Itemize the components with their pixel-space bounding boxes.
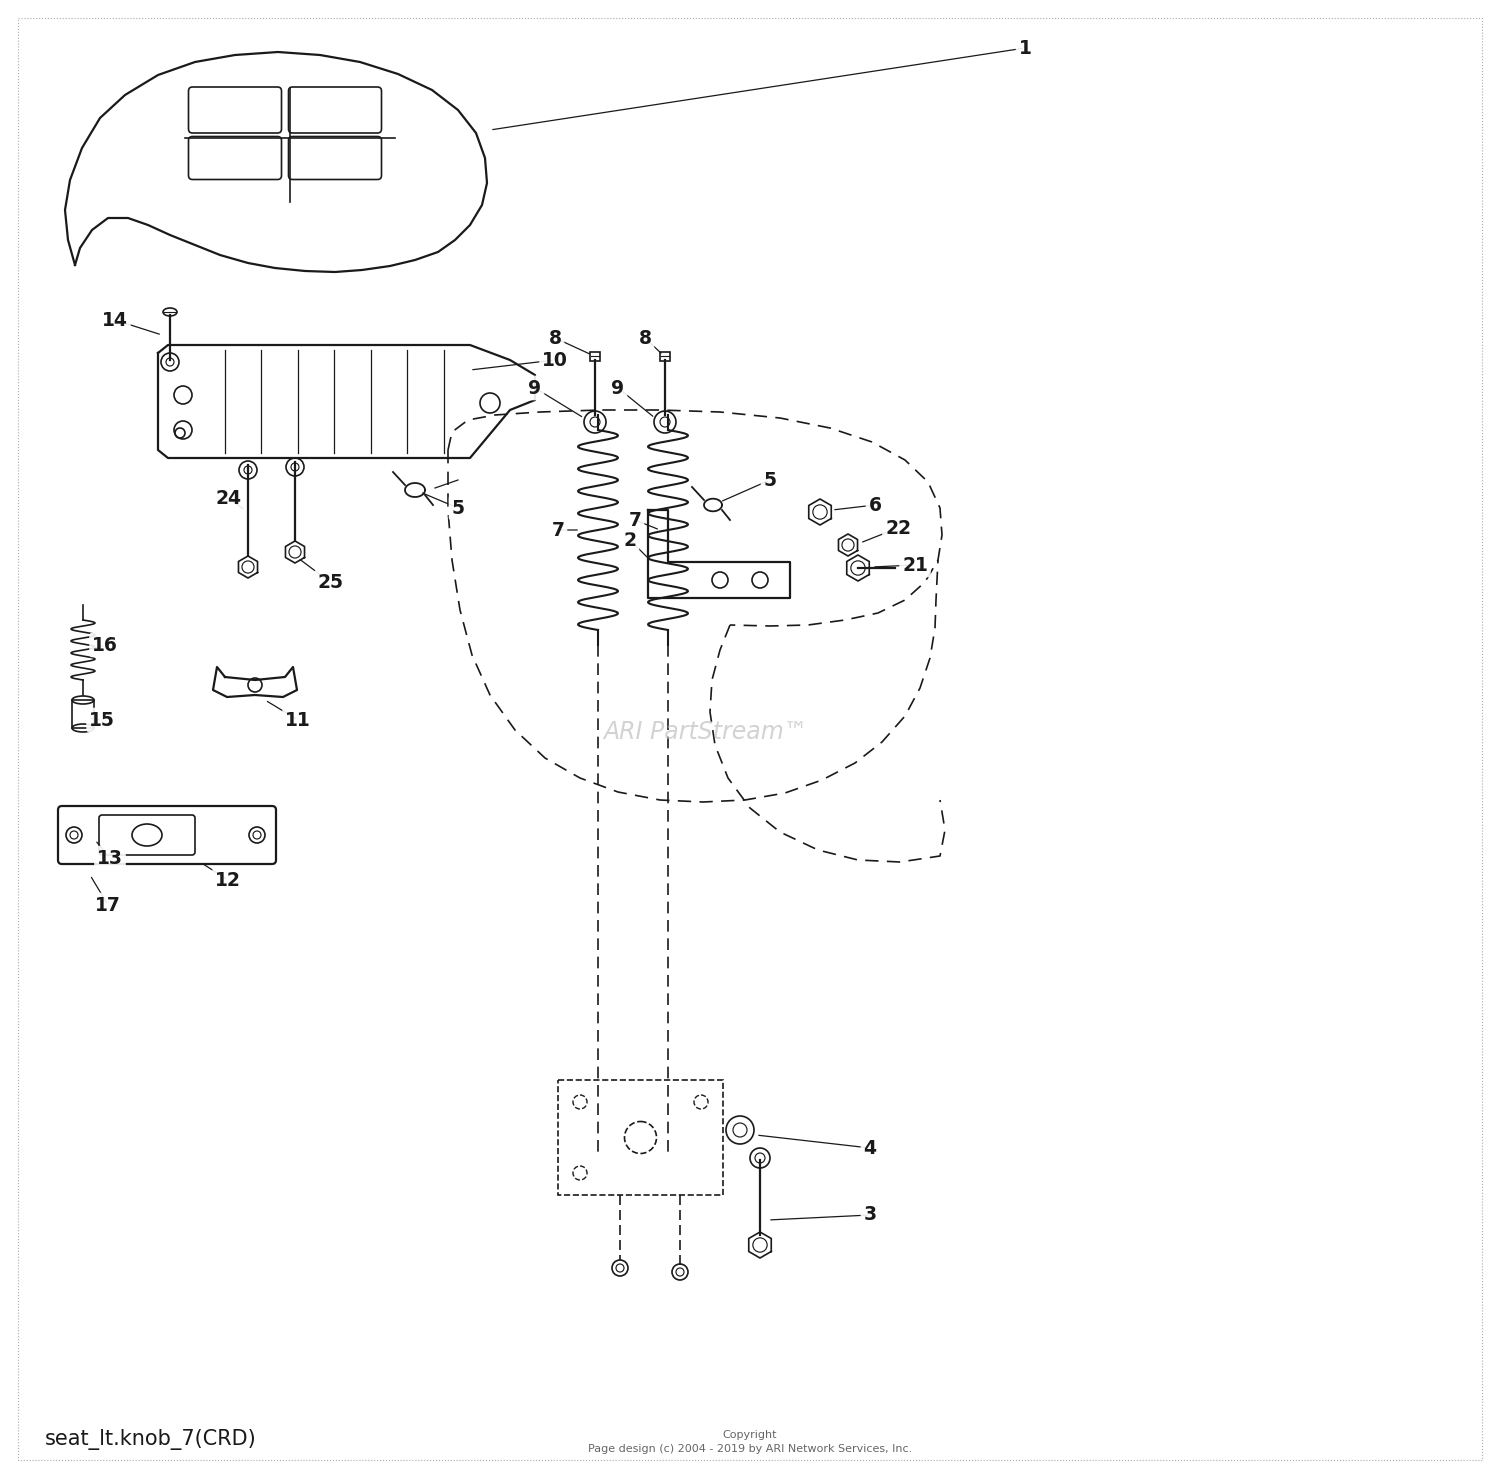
Text: 7: 7 xyxy=(628,510,642,529)
Text: 11: 11 xyxy=(285,711,310,730)
Text: 6: 6 xyxy=(868,495,882,514)
Bar xyxy=(558,1080,723,1196)
Text: 1: 1 xyxy=(1019,38,1032,58)
Text: 3: 3 xyxy=(864,1206,876,1224)
Text: seat_lt.knob_7(CRD): seat_lt.knob_7(CRD) xyxy=(45,1429,256,1450)
Text: 13: 13 xyxy=(98,848,123,868)
Text: 16: 16 xyxy=(92,636,118,655)
Text: 12: 12 xyxy=(214,871,242,890)
Text: 21: 21 xyxy=(902,556,928,575)
Text: 17: 17 xyxy=(94,896,122,915)
Text: 8: 8 xyxy=(549,328,561,347)
Bar xyxy=(72,701,94,729)
Text: 24: 24 xyxy=(214,489,242,507)
Text: 5: 5 xyxy=(452,498,465,517)
Bar xyxy=(590,352,600,361)
Text: 8: 8 xyxy=(639,328,651,347)
Text: 2: 2 xyxy=(624,531,636,550)
Text: 15: 15 xyxy=(88,711,116,730)
Text: 7: 7 xyxy=(552,520,564,539)
Text: 10: 10 xyxy=(542,350,568,370)
Text: 25: 25 xyxy=(316,572,344,591)
Text: 9: 9 xyxy=(528,378,542,398)
Text: 4: 4 xyxy=(864,1138,876,1157)
Text: 22: 22 xyxy=(885,519,910,538)
Text: Copyright
Page design (c) 2004 - 2019 by ARI Network Services, Inc.: Copyright Page design (c) 2004 - 2019 by… xyxy=(588,1431,912,1454)
Text: 5: 5 xyxy=(764,470,777,489)
Text: 14: 14 xyxy=(102,310,128,330)
Bar xyxy=(660,352,670,361)
Text: ARI PartStream™: ARI PartStream™ xyxy=(603,720,807,743)
Text: 9: 9 xyxy=(612,378,624,398)
